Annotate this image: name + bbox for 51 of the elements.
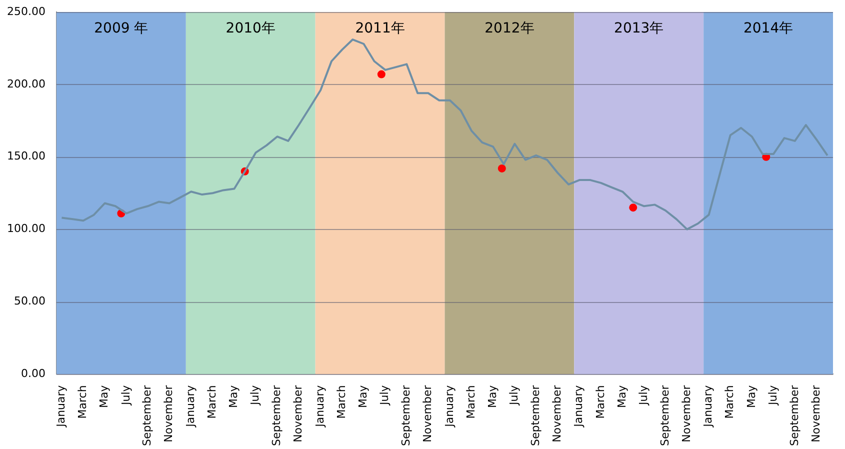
x-tick-label: September [140,384,154,446]
band-label: 2010年 [226,20,276,37]
x-tick-label: September [270,384,284,446]
x-tick-label: January [184,384,197,428]
band-label: 2013年 [614,20,664,37]
x-tick-label: November [680,384,693,442]
x-tick-label: January [572,384,586,428]
x-tick-label: July [766,384,780,406]
band-label: 2012年 [484,20,534,37]
x-tick-label: May [227,384,240,408]
x-tick-label: May [486,384,499,408]
x-tick-label: November [809,384,822,442]
x-tick-label: July [636,384,650,406]
x-tick-label: March [464,385,478,419]
band-label: 2014年 [743,20,794,37]
x-tick-label: January [313,384,326,428]
x-tick-label: May [356,384,370,408]
point [629,204,638,212]
x-tick-label: July [119,384,132,406]
x-tick-label: September [399,384,412,446]
x-tick-label: January [442,384,456,428]
x-tick-label: May [744,384,758,408]
x-tick-label: September [658,384,672,446]
point [377,70,386,78]
band-label: 2011年 [355,20,405,37]
x-tick-label: July [248,384,262,406]
x-tick-label: July [508,384,521,406]
x-tick-label: July [378,384,392,406]
x-tick-label: March [206,385,219,419]
x-tick-label: May [98,384,111,408]
y-tick-label: 200.00 [6,77,46,90]
x-tick-label: November [550,384,564,442]
x-tick-label: January [702,384,715,428]
x-tick-label: September [528,384,542,446]
y-tick-label: 250.00 [6,4,46,18]
x-tick-label: May [615,384,628,408]
x-tick-label: March [76,385,90,419]
y-tick-label: 150.00 [6,150,46,163]
x-tick-label: March [723,385,736,419]
band-label: 2009 年 [94,20,148,37]
point [498,164,506,172]
y-tick-label: 100.00 [6,222,46,236]
x-tick-label: January [54,384,68,428]
y-tick-label: 0.00 [20,367,46,380]
x-tick-label: March [594,385,607,419]
x-tick-label: November [292,384,305,442]
x-tick-label: March [334,385,348,419]
x-tick-label: November [421,384,434,442]
x-tick-label: September [788,384,801,446]
x-tick-label: November [162,384,176,442]
y-tick-label: 50.00 [14,294,46,308]
